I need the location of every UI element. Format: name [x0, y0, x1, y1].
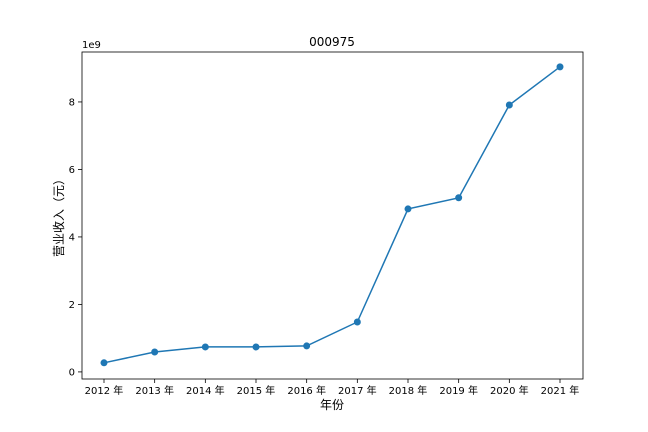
y-tick-label: 6: [69, 165, 75, 176]
plot-frame: [81, 51, 584, 380]
x-tick-label: 2012 年: [85, 384, 124, 397]
x-tick-label: 2018 年: [389, 384, 428, 397]
x-tick-label: 2019 年: [439, 384, 478, 397]
x-tick-label: 2013 年: [135, 384, 174, 397]
point: [505, 101, 513, 109]
y-tick-label: 4: [69, 232, 75, 243]
y-offset-label: 1e9: [82, 40, 101, 51]
x-tick-label: 2020 年: [490, 384, 529, 397]
point: [100, 359, 108, 367]
x-axis-label: 年份: [320, 398, 344, 412]
x-tick-label: 2016 年: [287, 384, 326, 397]
point: [404, 205, 412, 213]
point: [151, 348, 159, 356]
point: [455, 194, 463, 202]
y-axis-label: 营业收入（元）: [52, 173, 66, 257]
point: [252, 343, 260, 351]
point: [556, 63, 564, 71]
point: [201, 343, 209, 351]
point: [353, 318, 361, 326]
x-tick-label: 2014 年: [186, 384, 225, 397]
x-tick-label: 2017 年: [338, 384, 377, 397]
chart-title: 000975: [309, 35, 355, 49]
x-tick-label: 2021 年: [541, 384, 580, 397]
y-tick-label: 2: [69, 300, 75, 311]
x-tick-label: 2015 年: [237, 384, 276, 397]
point: [303, 342, 311, 350]
line: [103, 66, 561, 364]
y-tick-label: 0: [69, 367, 75, 378]
y-tick-label: 8: [69, 97, 75, 108]
